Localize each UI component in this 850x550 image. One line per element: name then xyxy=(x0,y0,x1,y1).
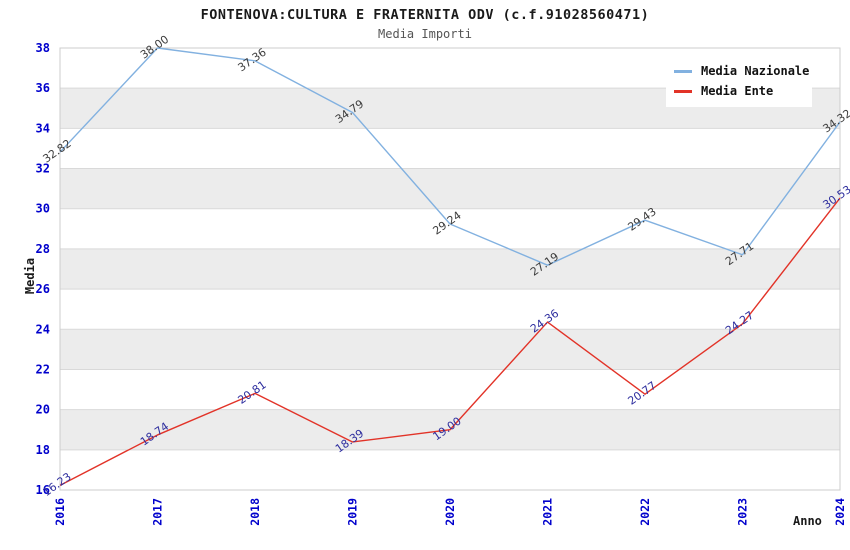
series-line xyxy=(59,197,841,487)
y-tick-label: 32 xyxy=(36,162,50,176)
plot-band xyxy=(60,128,840,169)
x-tick-label: 2024 xyxy=(833,498,847,526)
x-tick-label: 2017 xyxy=(151,498,165,526)
legend-item-media-ente: Media Ente xyxy=(674,81,812,101)
legend-label: Media Ente xyxy=(701,84,774,98)
x-axis-label: Anno xyxy=(793,514,822,528)
chart-subtitle: Media Importi xyxy=(378,27,472,41)
y-tick-label: 22 xyxy=(36,362,50,376)
y-tick-label: 34 xyxy=(36,121,50,135)
plot-band xyxy=(60,329,840,370)
y-tick-label: 24 xyxy=(36,322,50,336)
plot-band xyxy=(60,168,840,209)
plot-band xyxy=(60,449,840,490)
y-tick-label: 20 xyxy=(36,403,50,417)
legend-swatch-red-line-icon xyxy=(674,89,692,93)
x-tick-label: 2021 xyxy=(541,498,555,526)
y-tick-label: 30 xyxy=(36,202,50,216)
plot-band xyxy=(60,369,840,410)
x-tick-label: 2018 xyxy=(248,498,262,526)
x-tick-label: 2020 xyxy=(443,498,457,526)
plot-band xyxy=(60,208,840,249)
chart-title: FONTENOVA:CULTURA E FRATERNITA ODV (c.f.… xyxy=(200,7,650,23)
x-tick-label: 2016 xyxy=(53,498,67,526)
x-tick-label: 2022 xyxy=(638,498,652,526)
y-tick-label: 36 xyxy=(36,81,50,95)
y-tick-label: 38 xyxy=(36,41,50,55)
y-tick-label: 16 xyxy=(36,483,50,497)
x-tick-label: 2023 xyxy=(736,498,750,526)
legend-label: Media Nazionale xyxy=(701,64,810,78)
y-tick-label: 28 xyxy=(36,242,50,256)
plot-band xyxy=(60,248,840,290)
legend: Media Nazionale Media Ente xyxy=(666,55,812,107)
legend-item-media-nazionale: Media Nazionale xyxy=(674,61,812,81)
x-tick-label: 2019 xyxy=(346,498,360,526)
series-line xyxy=(59,47,841,266)
plot-border xyxy=(59,47,841,491)
y-tick-label: 18 xyxy=(36,443,50,457)
legend-swatch-blue-line-icon xyxy=(674,69,692,73)
y-tick-label: 26 xyxy=(36,282,50,296)
plot-band xyxy=(60,289,840,330)
